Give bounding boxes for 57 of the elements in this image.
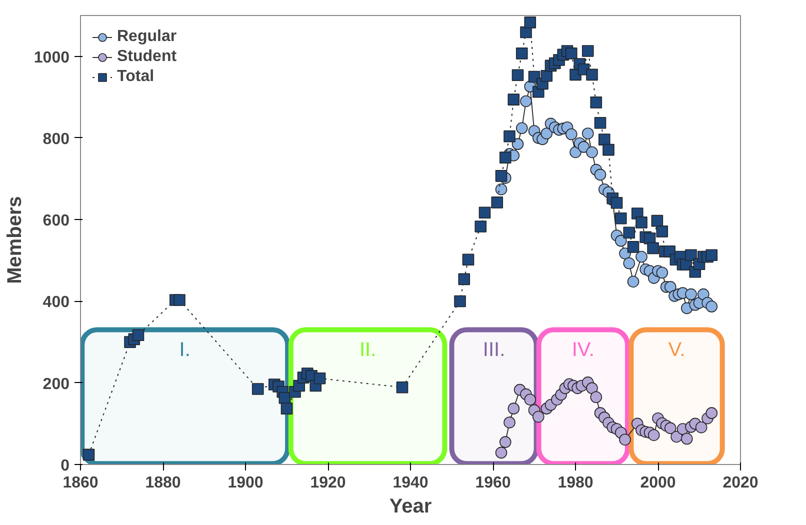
y-tick-label: 800	[42, 130, 70, 148]
point	[520, 95, 532, 108]
x-tick-label: 1880	[145, 474, 181, 492]
point	[504, 416, 516, 428]
point	[508, 402, 520, 414]
legend-label: Student	[117, 48, 177, 66]
point	[586, 382, 598, 394]
point	[706, 300, 718, 312]
point	[614, 234, 627, 247]
band-label: IV.	[572, 338, 594, 361]
point	[680, 432, 693, 445]
point	[685, 288, 697, 300]
point	[512, 138, 524, 150]
band-label: I.	[179, 338, 190, 361]
band-label: V.	[668, 338, 686, 361]
point	[636, 250, 648, 263]
point	[586, 146, 598, 158]
x-tick-label: 1860	[62, 474, 98, 492]
x-tick-label: 1940	[392, 474, 428, 492]
legend-label: Total	[117, 68, 154, 86]
band-label: III.	[482, 338, 506, 361]
x-tick-label: 1900	[228, 474, 264, 492]
point	[499, 436, 512, 448]
point	[524, 394, 536, 406]
point	[656, 266, 668, 279]
band-label: II.	[359, 338, 376, 361]
y-tick-label: 600	[42, 212, 70, 230]
y-tick-label: 1000	[34, 49, 70, 66]
point	[582, 128, 594, 140]
point	[619, 434, 631, 446]
x-tick-label: 2000	[640, 474, 676, 492]
point	[516, 122, 528, 134]
y-tick-label: 0	[60, 458, 70, 474]
x-tick-label: 1960	[475, 474, 511, 492]
x-tick-label: 1980	[558, 474, 594, 492]
point	[648, 429, 660, 441]
x-tick-label: 2020	[722, 474, 758, 492]
point	[495, 183, 508, 196]
y-tick-label: 200	[42, 376, 70, 393]
point	[540, 128, 553, 140]
point	[623, 257, 636, 270]
point	[590, 391, 602, 404]
x-tick-label: 1920	[310, 474, 346, 492]
point	[664, 281, 676, 293]
point	[706, 407, 718, 419]
point	[565, 128, 578, 140]
legend-label: Regular	[117, 28, 177, 46]
point	[532, 410, 544, 423]
y-axis-title: Members	[4, 196, 26, 284]
point	[594, 168, 606, 181]
point	[627, 276, 640, 288]
point	[495, 446, 508, 459]
x-axis-title: Year	[389, 496, 432, 518]
point	[695, 421, 708, 434]
point	[578, 141, 590, 153]
point	[664, 422, 676, 434]
y-tick-label: 400	[42, 294, 70, 312]
